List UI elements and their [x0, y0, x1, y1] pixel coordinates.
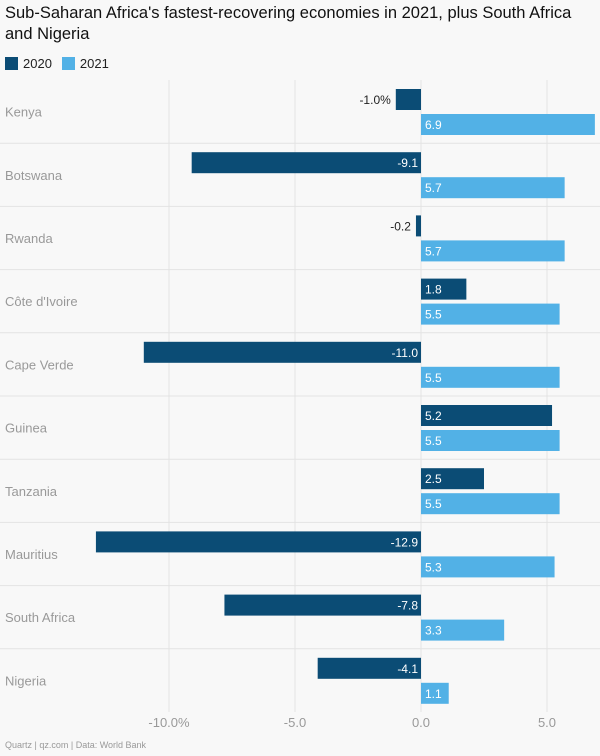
category-label-rwanda: Rwanda: [5, 231, 53, 246]
bar-2020-botswana: [191, 152, 421, 174]
data-label-2020-c-te-d-ivoire: 1.8: [425, 283, 442, 297]
bar-2020-nigeria: [317, 657, 421, 679]
data-label-2021-guinea: 5.5: [425, 434, 442, 448]
source-footer: Quartz | qz.com | Data: World Bank: [5, 740, 147, 750]
category-label-cape-verde: Cape Verde: [5, 357, 74, 372]
bar-2021-kenya: [421, 114, 595, 135]
data-label-2020-nigeria: -4.1: [397, 662, 418, 676]
bar-2021-tanzania: [421, 493, 560, 515]
bar-2021-guinea: [421, 430, 560, 451]
bar-2021-cape-verde: [421, 366, 560, 388]
bar-2020-kenya: [395, 89, 421, 110]
data-label-2021-c-te-d-ivoire: 5.5: [425, 308, 442, 322]
data-label-2021-kenya: 6.9: [425, 118, 442, 132]
bar-2020-mauritius: [95, 531, 422, 553]
bar-2020-cape-verde: [143, 341, 422, 363]
data-label-2020-botswana: -9.1: [397, 156, 418, 170]
category-label-guinea: Guinea: [5, 421, 48, 436]
data-label-2021-nigeria: 1.1: [425, 687, 442, 701]
data-label-2021-south-africa: 3.3: [425, 624, 442, 638]
data-label-2020-kenya: -1.0%: [359, 93, 391, 107]
data-label-2021-mauritius: 5.3: [425, 560, 442, 574]
x-tick-label-1: -5.0: [284, 715, 306, 730]
bar-2021-botswana: [421, 177, 565, 199]
bar-2021-nigeria: [421, 682, 449, 704]
bar-chart: Kenya -1.0% 6.9 Botswana -9.1 5.7 Rwanda -0.2 5.…: [0, 80, 600, 730]
category-label-nigeria: Nigeria: [5, 673, 47, 688]
bar-2020-south-africa: [224, 594, 421, 616]
data-label-2020-mauritius: -12.9: [391, 535, 419, 549]
legend-swatch-2021: [61, 56, 75, 70]
bar-2020-rwanda: [415, 215, 421, 237]
legend-swatch-2020: [5, 56, 18, 70]
data-label-2020-tanzania: 2.5: [425, 472, 442, 486]
bar-2021-rwanda: [421, 240, 565, 262]
legend-label-2021: 2021: [79, 55, 109, 71]
category-label-mauritius: Mauritius: [5, 547, 58, 562]
legend-item-2021: 2021: [61, 55, 109, 71]
bar-2020-c-te-d-ivoire: [421, 278, 467, 300]
data-label-2021-botswana: 5.7: [425, 181, 442, 195]
x-tick-label-3: 5.0: [538, 715, 556, 730]
category-label-c-te-d-ivoire: Côte d'Ivoire: [5, 294, 78, 309]
data-label-2020-guinea: 5.2: [425, 409, 442, 423]
bar-2021-south-africa: [421, 619, 505, 641]
data-label-2020-cape-verde: -11.0: [392, 346, 419, 360]
data-label-2021-cape-verde: 5.5: [425, 371, 442, 385]
bar-2020-tanzania: [421, 468, 484, 490]
bar-2021-mauritius: [421, 556, 555, 578]
legend-label-2020: 2020: [23, 55, 52, 71]
x-tick-label-0: -10.0%: [148, 715, 190, 730]
chart-legend: 2020 2021: [5, 55, 119, 71]
data-label-2020-south-africa: -7.8: [397, 599, 418, 613]
data-label-2020-rwanda: -0.2: [390, 219, 411, 233]
data-label-2021-tanzania: 5.5: [425, 497, 442, 511]
x-tick-label-2: 0.0: [412, 715, 430, 730]
chart-title: Sub-Saharan Africa's fastest-recovering …: [5, 4, 572, 43]
category-label-tanzania: Tanzania: [5, 484, 58, 499]
category-label-south-africa: South Africa: [5, 610, 76, 625]
category-label-kenya: Kenya: [5, 105, 43, 120]
category-label-botswana: Botswana: [5, 168, 63, 183]
bar-2021-c-te-d-ivoire: [421, 303, 560, 325]
data-label-2021-rwanda: 5.7: [425, 244, 442, 258]
bar-2020-guinea: [421, 405, 553, 426]
legend-item-2020: 2020: [5, 56, 52, 71]
